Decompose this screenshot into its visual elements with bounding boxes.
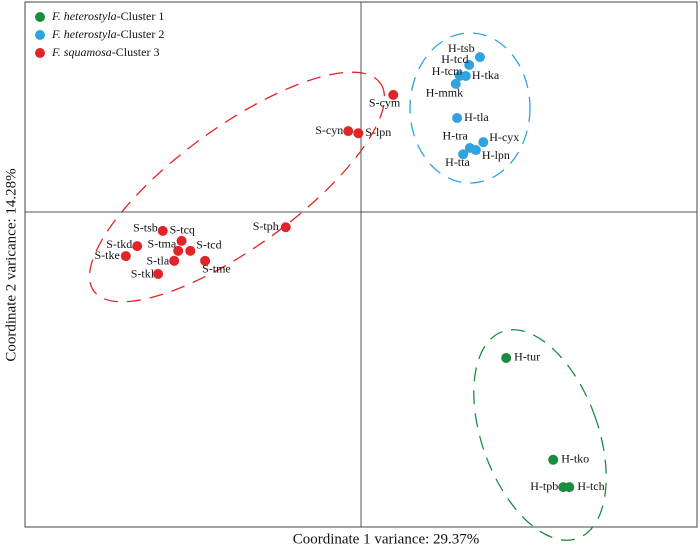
point-label: S-cyn bbox=[315, 123, 343, 137]
point-label: S-tme bbox=[202, 262, 231, 276]
point-label: S-tsb bbox=[133, 221, 158, 235]
legend-cluster: -Cluster 3 bbox=[112, 45, 160, 59]
point-label: H-tcm bbox=[432, 64, 463, 78]
point-label: S-tcq bbox=[170, 223, 195, 237]
point-label: S-cym bbox=[369, 96, 401, 110]
data-point bbox=[452, 113, 463, 124]
cluster-ellipse bbox=[88, 71, 386, 303]
legend-species: F. squamosa bbox=[51, 45, 112, 59]
data-point bbox=[501, 352, 512, 363]
data-point bbox=[169, 255, 180, 266]
legend-species: F. heterostyla bbox=[51, 27, 117, 41]
legend-species: F. heterostyla bbox=[51, 9, 117, 23]
data-point bbox=[185, 245, 196, 256]
data-point bbox=[173, 245, 184, 256]
point-label: H-tcd bbox=[441, 52, 468, 66]
cluster-ellipse bbox=[409, 32, 531, 184]
data-point bbox=[470, 145, 481, 156]
point-label: H-lpn bbox=[482, 148, 510, 162]
point-label: H-tur bbox=[514, 350, 540, 364]
point-label: H-tta bbox=[445, 155, 470, 169]
point-label: S-tke bbox=[94, 248, 119, 262]
point-label: S-tcd bbox=[196, 238, 221, 252]
cluster-ellipse bbox=[473, 329, 607, 541]
point-label: S-tla bbox=[147, 254, 170, 268]
data-point bbox=[458, 149, 469, 160]
data-point bbox=[564, 482, 575, 493]
point-label: H-tch bbox=[577, 479, 604, 493]
y-axis-label: Coordinate 2 varicance: 14.28% bbox=[3, 168, 19, 361]
legend-label: F. heterostyla-Cluster 2 bbox=[51, 27, 164, 41]
legend-label: F. heterostyla-Cluster 1 bbox=[51, 9, 164, 23]
data-point bbox=[280, 222, 291, 233]
point-label: H-tka bbox=[472, 68, 500, 82]
legend-marker bbox=[35, 48, 45, 58]
data-point bbox=[200, 255, 211, 266]
point-label: H-cyx bbox=[489, 130, 519, 144]
point-label: H-mmk bbox=[426, 86, 463, 100]
data-point bbox=[153, 268, 164, 279]
data-point bbox=[548, 454, 559, 465]
point-label: H-tpb bbox=[530, 479, 558, 493]
data-point bbox=[120, 251, 131, 262]
legend-marker bbox=[35, 12, 45, 22]
point-label: S-tkd bbox=[106, 237, 132, 251]
legend-cluster: -Cluster 2 bbox=[117, 27, 165, 41]
data-point bbox=[474, 52, 485, 63]
point-label: S-tkl bbox=[131, 267, 155, 281]
point-label: H-tla bbox=[464, 110, 489, 124]
point-label: S-tma bbox=[148, 237, 177, 251]
point-label: H-tra bbox=[443, 129, 469, 143]
data-point bbox=[132, 241, 143, 252]
point-label: S-lpn bbox=[365, 125, 391, 139]
point-label: S-tph bbox=[253, 219, 279, 233]
point-label: H-tko bbox=[561, 452, 589, 466]
data-point bbox=[343, 126, 354, 137]
legend-marker bbox=[35, 30, 45, 40]
data-point bbox=[353, 128, 364, 139]
data-point bbox=[460, 71, 471, 82]
point-label: H-tsb bbox=[448, 41, 475, 55]
data-point bbox=[157, 225, 168, 236]
x-axis-label: Coordinate 1 variance: 29.37% bbox=[293, 531, 480, 547]
legend-label: F. squamosa-Cluster 3 bbox=[51, 45, 159, 59]
data-point bbox=[176, 235, 187, 246]
legend-cluster: -Cluster 1 bbox=[117, 9, 165, 23]
data-point bbox=[388, 89, 399, 100]
data-point bbox=[478, 137, 489, 148]
data-point bbox=[464, 60, 475, 70]
data-point bbox=[450, 78, 461, 89]
